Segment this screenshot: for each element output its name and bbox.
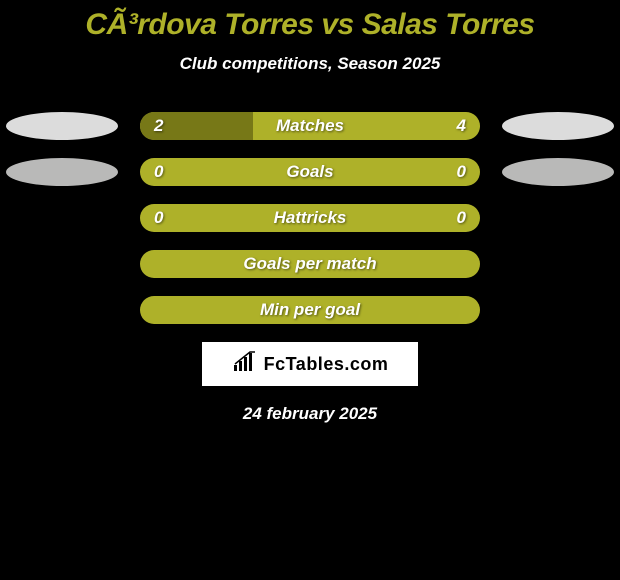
player-left-ellipse bbox=[6, 112, 118, 140]
stat-label: Goals per match bbox=[140, 250, 480, 278]
right-side bbox=[498, 158, 618, 186]
left-side bbox=[2, 158, 122, 186]
player-left-ellipse bbox=[6, 158, 118, 186]
player-right-ellipse bbox=[502, 158, 614, 186]
stat-row: Goals per match bbox=[0, 250, 620, 278]
logo-text: FcTables.com bbox=[264, 354, 389, 375]
stat-row: 24Matches bbox=[0, 112, 620, 140]
stat-label: Hattricks bbox=[140, 204, 480, 232]
subtitle: Club competitions, Season 2025 bbox=[0, 54, 620, 74]
stat-bar: 00Hattricks bbox=[140, 204, 480, 232]
stat-label: Matches bbox=[140, 112, 480, 140]
logo-box: FcTables.com bbox=[202, 342, 418, 386]
bars-icon bbox=[232, 351, 260, 378]
stat-row: 00Hattricks bbox=[0, 204, 620, 232]
stat-bar: Goals per match bbox=[140, 250, 480, 278]
stat-bar: 00Goals bbox=[140, 158, 480, 186]
player-right-ellipse bbox=[502, 112, 614, 140]
stat-row: Min per goal bbox=[0, 296, 620, 324]
page-title: CÃ³rdova Torres vs Salas Torres bbox=[0, 8, 620, 42]
right-side bbox=[498, 112, 618, 140]
stat-label: Goals bbox=[140, 158, 480, 186]
date-label: 24 february 2025 bbox=[0, 404, 620, 424]
stat-bar: Min per goal bbox=[140, 296, 480, 324]
stat-rows: 24Matches 00Goals 00Hattricks Goals per mat… bbox=[0, 112, 620, 324]
left-side bbox=[2, 112, 122, 140]
stat-bar: 24Matches bbox=[140, 112, 480, 140]
stat-row: 00Goals bbox=[0, 158, 620, 186]
stat-label: Min per goal bbox=[140, 296, 480, 324]
